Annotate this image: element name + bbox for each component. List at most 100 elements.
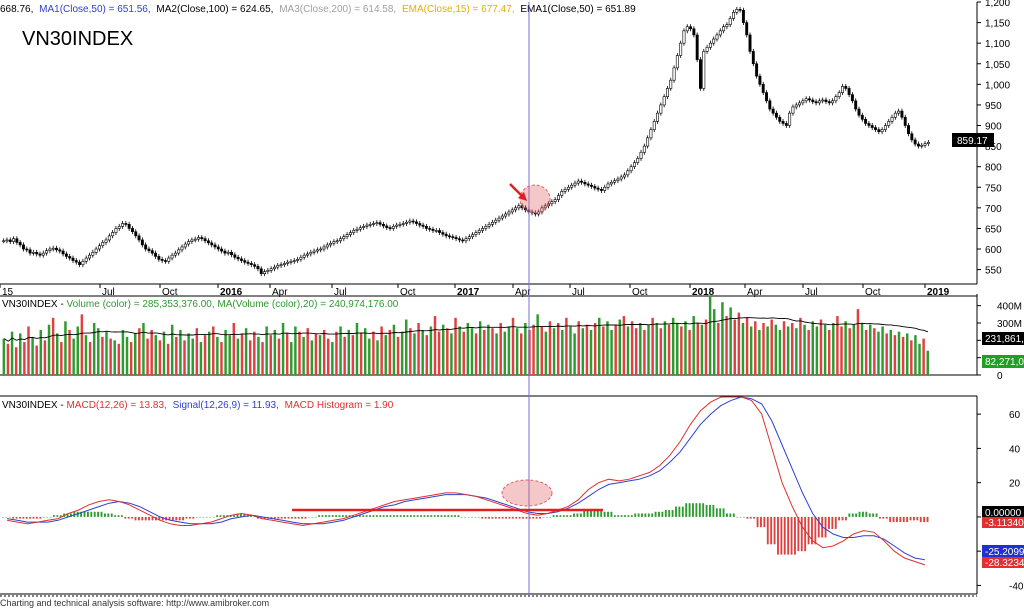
candle-body bbox=[573, 182, 577, 186]
macd-histogram-bar bbox=[280, 516, 283, 519]
volume-bar bbox=[622, 316, 626, 375]
volume-bar bbox=[384, 335, 387, 375]
macd-histogram-bar bbox=[433, 515, 436, 517]
candle-body bbox=[299, 256, 303, 260]
macd-histogram-bar bbox=[137, 516, 140, 521]
macd-histogram-bar bbox=[603, 511, 606, 517]
macd-histogram-bar bbox=[872, 513, 875, 517]
candle-body bbox=[791, 106, 795, 114]
volume-bar bbox=[507, 326, 511, 375]
volume-bar bbox=[405, 319, 408, 375]
macd-histogram-bar bbox=[216, 515, 219, 517]
candle-body bbox=[570, 184, 574, 188]
candle-body bbox=[487, 224, 491, 227]
macd-histogram-bar bbox=[671, 510, 674, 517]
volume-bar bbox=[762, 323, 765, 375]
candle-body bbox=[784, 123, 788, 126]
volume-ma-value: 231,861,4 bbox=[985, 334, 1024, 345]
macd-histogram-bar bbox=[590, 510, 592, 517]
volume-bar bbox=[614, 324, 617, 375]
volume-bar bbox=[339, 326, 342, 375]
macd-histogram-bar bbox=[668, 510, 671, 517]
candle-body bbox=[140, 239, 144, 246]
candle-body bbox=[831, 100, 835, 104]
candle-body bbox=[609, 182, 613, 185]
macd-histogram-bar bbox=[916, 516, 919, 521]
macd-histogram-bar bbox=[195, 516, 198, 518]
macd-histogram-bar bbox=[807, 516, 810, 545]
volume-bar bbox=[294, 326, 297, 375]
macd-histogram-bar bbox=[848, 513, 851, 517]
macd-histogram-bar bbox=[821, 516, 824, 538]
candle-body bbox=[372, 223, 375, 225]
volume-bar bbox=[248, 340, 252, 375]
candle-body bbox=[550, 201, 554, 205]
volume-bar bbox=[577, 321, 580, 375]
volume-bar bbox=[754, 321, 757, 375]
candle-body bbox=[15, 238, 19, 243]
volume-bar bbox=[240, 333, 244, 375]
candle-body bbox=[560, 191, 564, 196]
candle-body bbox=[689, 26, 693, 30]
macd-histogram-bar bbox=[52, 515, 55, 517]
macd-histogram-bar bbox=[811, 516, 813, 545]
macd-histogram-bar bbox=[464, 516, 467, 518]
macd-line bbox=[7, 396, 926, 566]
candle-body bbox=[8, 239, 12, 242]
macd-histogram-bar bbox=[756, 516, 759, 528]
candle-body bbox=[490, 221, 494, 225]
volume-bar bbox=[803, 324, 806, 375]
volume-bar bbox=[474, 333, 478, 375]
volume-bar bbox=[552, 328, 556, 375]
volume-bar bbox=[593, 323, 597, 375]
macd-histogram-bar bbox=[644, 513, 647, 517]
candle-body bbox=[659, 104, 663, 114]
macd-histogram-bar bbox=[528, 516, 531, 519]
macd-histogram-bar bbox=[39, 516, 42, 519]
volume-bar bbox=[51, 317, 55, 375]
macd-histogram-bar bbox=[66, 513, 69, 517]
macd-histogram-bar bbox=[409, 515, 412, 517]
candle-body bbox=[296, 258, 300, 261]
macd-histogram-bar bbox=[161, 516, 164, 521]
candle-body bbox=[543, 205, 547, 209]
volume-bar bbox=[253, 331, 256, 375]
candle-body bbox=[97, 245, 101, 250]
volume-bar bbox=[400, 331, 404, 375]
macd-histogram-bar bbox=[358, 515, 361, 517]
volume-bar bbox=[889, 329, 893, 375]
volume-bar bbox=[281, 323, 285, 375]
volume-bar bbox=[117, 343, 121, 375]
macd-histogram-bar bbox=[311, 516, 314, 518]
candle-body bbox=[339, 238, 342, 242]
macd-histogram-bar bbox=[110, 513, 113, 517]
candle-body bbox=[259, 268, 263, 275]
candle-body bbox=[514, 207, 517, 211]
macd-histogram-bar bbox=[715, 508, 718, 517]
candle-body bbox=[517, 205, 521, 209]
candle-body bbox=[183, 243, 187, 248]
candle-body bbox=[563, 189, 567, 192]
volume-bar bbox=[618, 319, 622, 375]
macd-histogram-bar bbox=[345, 515, 348, 517]
volume-bar bbox=[88, 342, 92, 375]
candle-body bbox=[672, 67, 676, 81]
candle-body bbox=[216, 246, 220, 250]
x-tick-label: Apr bbox=[272, 287, 288, 298]
volume-ma-line bbox=[3, 317, 929, 342]
volume-bar bbox=[503, 331, 507, 375]
macd-histogram-bar bbox=[814, 516, 817, 545]
volume-bar bbox=[774, 324, 778, 375]
volume-bar bbox=[684, 321, 687, 375]
macd-zero-value: 0.00000 bbox=[985, 508, 1022, 519]
macd-y-tick-label: -40 bbox=[1009, 581, 1024, 592]
volume-bar bbox=[31, 336, 34, 375]
macd-histogram-bar bbox=[583, 510, 586, 517]
volume-bar bbox=[524, 323, 527, 375]
volume-bar bbox=[688, 329, 691, 375]
macd-histogram-bar bbox=[641, 513, 643, 517]
macd-histogram-bar bbox=[375, 515, 378, 517]
candle-body bbox=[722, 26, 726, 32]
candle-body bbox=[269, 268, 273, 271]
candle-body bbox=[646, 137, 650, 147]
